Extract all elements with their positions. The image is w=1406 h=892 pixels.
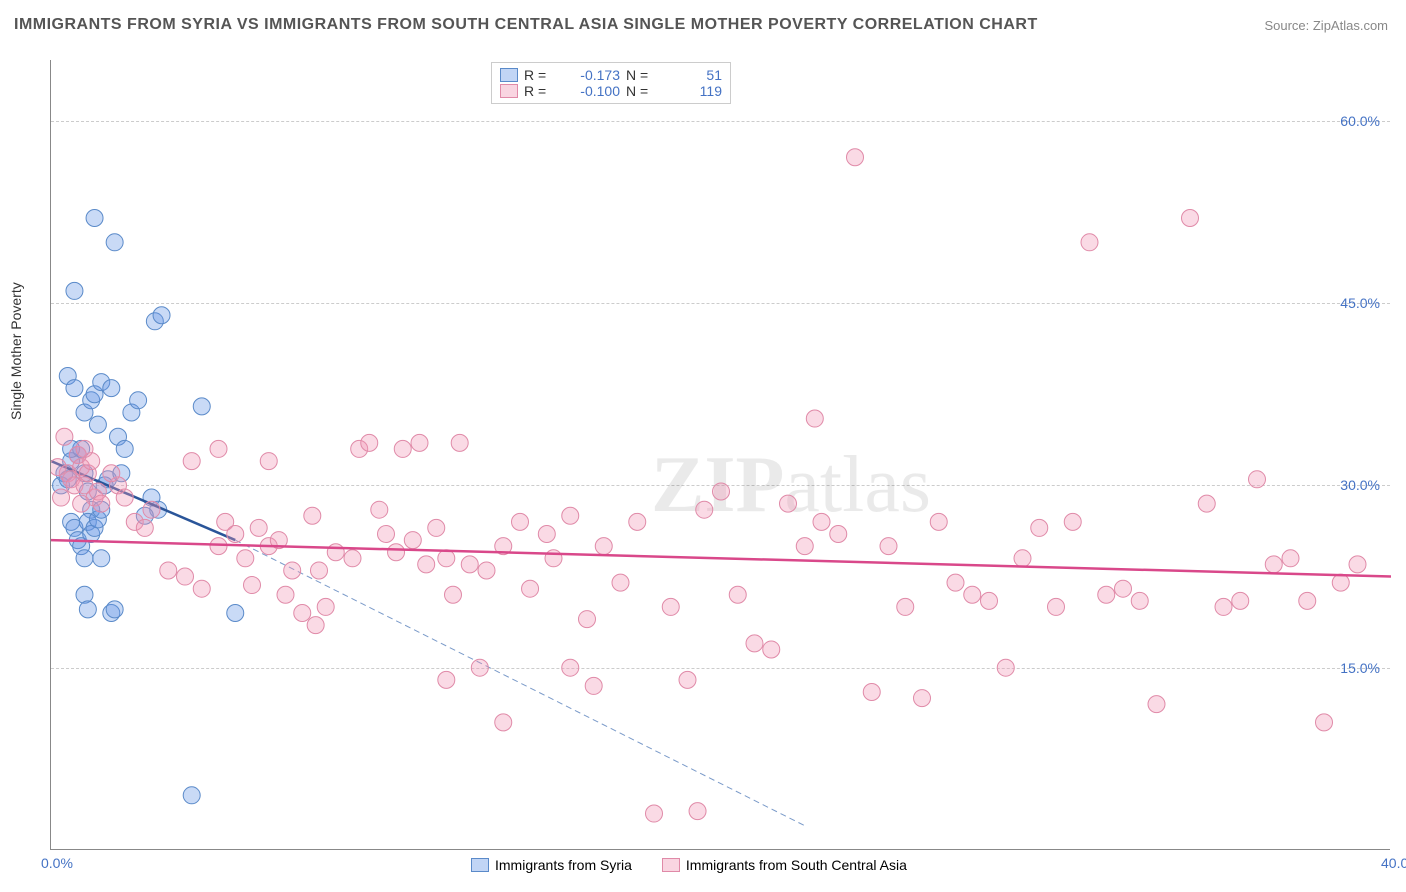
- chart-title: IMMIGRANTS FROM SYRIA VS IMMIGRANTS FROM…: [14, 16, 1038, 34]
- legend-item-syria: Immigrants from Syria: [471, 857, 632, 873]
- series-label-sca: Immigrants from South Central Asia: [686, 857, 907, 873]
- plot-area: ZIPatlas R = -0.173 N = 51 R = -0.100 N …: [50, 60, 1390, 850]
- y-axis-label: Single Mother Poverty: [8, 282, 24, 420]
- swatch-pink-icon: [662, 858, 680, 872]
- legend-series: Immigrants from Syria Immigrants from So…: [471, 857, 907, 873]
- legend-item-sca: Immigrants from South Central Asia: [662, 857, 907, 873]
- source-label: Source: ZipAtlas.com: [1264, 18, 1388, 33]
- series-label-syria: Immigrants from Syria: [495, 857, 632, 873]
- swatch-blue-icon: [471, 858, 489, 872]
- scatter-svg: [51, 60, 1391, 850]
